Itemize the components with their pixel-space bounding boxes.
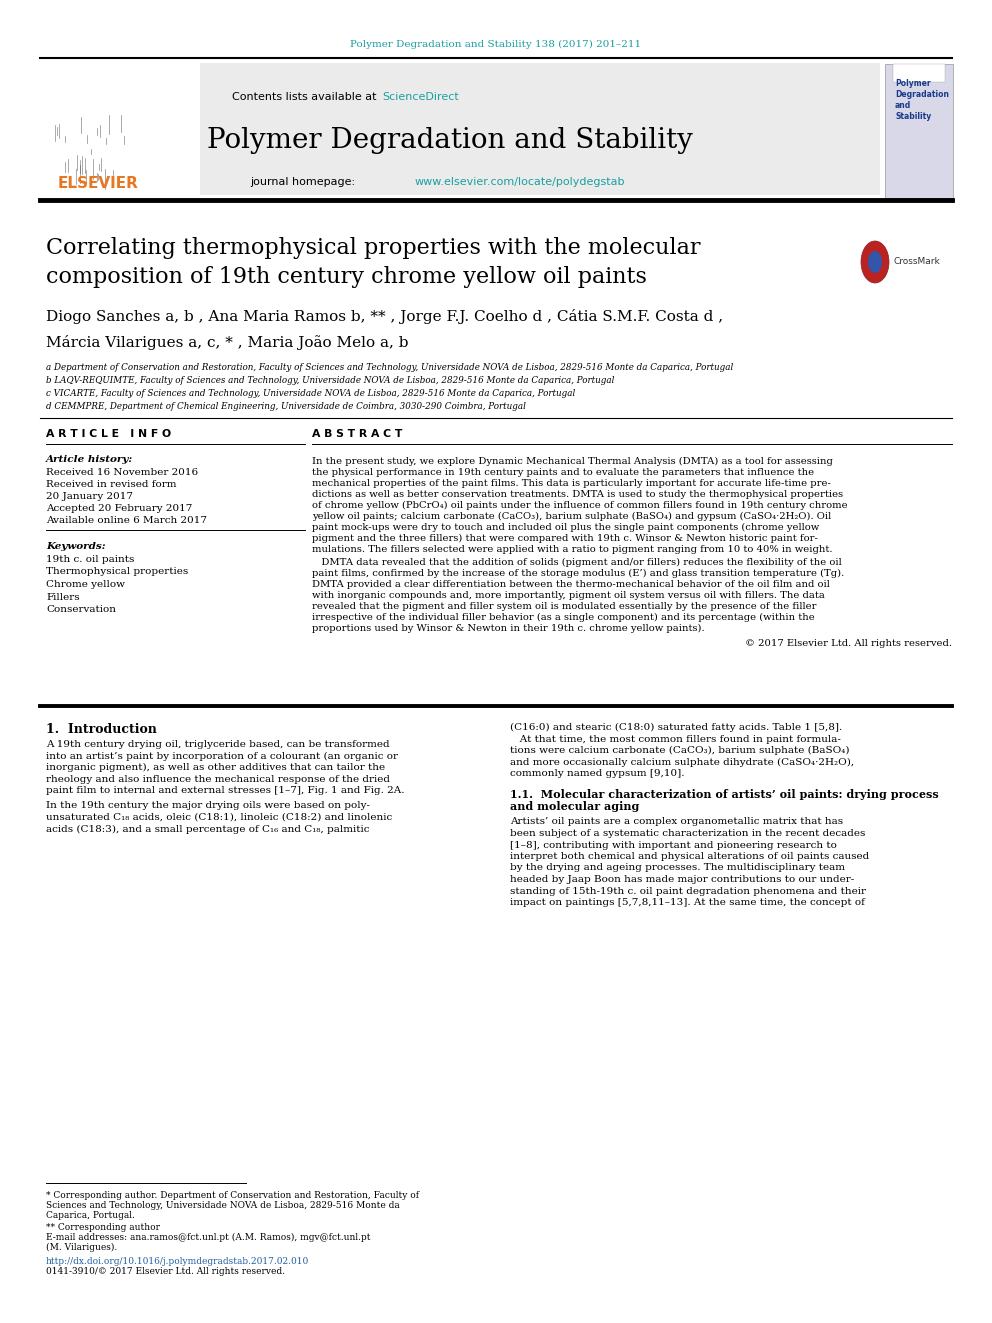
Text: Diogo Sanches a, b , Ana Maria Ramos b, ** , Jorge F.J. Coelho d , Cátia S.M.F. : Diogo Sanches a, b , Ana Maria Ramos b, … — [46, 308, 723, 324]
Text: 1.  Introduction: 1. Introduction — [46, 722, 157, 736]
FancyBboxPatch shape — [885, 64, 953, 198]
Text: [1–8], contributing with important and pioneering research to: [1–8], contributing with important and p… — [510, 840, 837, 849]
Text: (M. Vilarigues).: (M. Vilarigues). — [46, 1244, 117, 1252]
Text: standing of 15th-19th c. oil paint degradation phenomena and their: standing of 15th-19th c. oil paint degra… — [510, 886, 866, 896]
Text: A B S T R A C T: A B S T R A C T — [312, 429, 403, 439]
FancyBboxPatch shape — [40, 64, 200, 194]
Text: ELSEVIER: ELSEVIER — [58, 176, 139, 192]
Text: In the 19th century the major drying oils were based on poly-: In the 19th century the major drying oil… — [46, 802, 370, 811]
Text: Available online 6 March 2017: Available online 6 March 2017 — [46, 516, 207, 525]
Text: been subject of a systematic characterization in the recent decades: been subject of a systematic characteriz… — [510, 830, 865, 837]
Text: pigment and the three fillers) that were compared with 19th c. Winsor & Newton h: pigment and the three fillers) that were… — [312, 534, 817, 544]
Text: DMTA data revealed that the addition of solids (pigment and/or fillers) reduces : DMTA data revealed that the addition of … — [312, 558, 842, 568]
Text: Keywords:: Keywords: — [46, 542, 105, 550]
Text: DMTA provided a clear differentiation between the thermo-mechanical behavior of : DMTA provided a clear differentiation be… — [312, 579, 830, 589]
Text: journal homepage:: journal homepage: — [250, 177, 359, 187]
Ellipse shape — [861, 241, 889, 283]
Text: http://dx.doi.org/10.1016/j.polymdegradstab.2017.02.010: http://dx.doi.org/10.1016/j.polymdegrads… — [46, 1257, 310, 1266]
Text: Thermophysical properties: Thermophysical properties — [46, 568, 188, 577]
Text: Polymer Degradation and Stability: Polymer Degradation and Stability — [207, 127, 693, 153]
Text: by the drying and ageing processes. The multidisciplinary team: by the drying and ageing processes. The … — [510, 864, 845, 872]
Text: 19th c. oil paints: 19th c. oil paints — [46, 556, 134, 564]
Text: with inorganic compounds and, more importantly, pigment oil system versus oil wi: with inorganic compounds and, more impor… — [312, 591, 825, 601]
Text: and more occasionally calcium sulphate dihydrate (CaSO₄·2H₂O),: and more occasionally calcium sulphate d… — [510, 758, 854, 766]
Text: of chrome yellow (PbCrO₄) oil paints under the influence of common fillers found: of chrome yellow (PbCrO₄) oil paints und… — [312, 501, 847, 511]
Text: E-mail addresses: ana.ramos@fct.unl.pt (A.M. Ramos), mgv@fct.unl.pt: E-mail addresses: ana.ramos@fct.unl.pt (… — [46, 1233, 370, 1242]
Text: © 2017 Elsevier Ltd. All rights reserved.: © 2017 Elsevier Ltd. All rights reserved… — [745, 639, 952, 648]
Text: Polymer
Degradation
and
Stability: Polymer Degradation and Stability — [895, 79, 949, 122]
Text: paint mock-ups were dry to touch and included oil plus the single paint componen: paint mock-ups were dry to touch and inc… — [312, 523, 819, 532]
Text: Artists’ oil paints are a complex organometallic matrix that has: Artists’ oil paints are a complex organo… — [510, 818, 843, 827]
Ellipse shape — [868, 251, 882, 273]
Text: Conservation: Conservation — [46, 605, 116, 614]
Text: inorganic pigment), as well as other additives that can tailor the: inorganic pigment), as well as other add… — [46, 763, 385, 773]
Text: unsaturated C₁₈ acids, oleic (C18:1), linoleic (C18:2) and linolenic: unsaturated C₁₈ acids, oleic (C18:1), li… — [46, 814, 392, 822]
Text: Márcia Vilarigues a, c, * , Maria João Melo a, b: Márcia Vilarigues a, c, * , Maria João M… — [46, 336, 409, 351]
Text: the physical performance in 19th century paints and to evaluate the parameters t: the physical performance in 19th century… — [312, 468, 814, 478]
Text: tions were calcium carbonate (CaCO₃), barium sulphate (BaSO₄): tions were calcium carbonate (CaCO₃), ba… — [510, 746, 849, 755]
FancyBboxPatch shape — [40, 64, 880, 194]
Text: b LAQV-REQUIMTE, Faculty of Sciences and Technology, Universidade NOVA de Lisboa: b LAQV-REQUIMTE, Faculty of Sciences and… — [46, 376, 614, 385]
Text: composition of 19th century chrome yellow oil paints: composition of 19th century chrome yello… — [46, 266, 647, 288]
Text: yellow oil paints; calcium carbonate (CaCO₃), barium sulphate (BaSO₄) and gypsum: yellow oil paints; calcium carbonate (Ca… — [312, 512, 831, 521]
Text: c VICARTE, Faculty of Sciences and Technology, Universidade NOVA de Lisboa, 2829: c VICARTE, Faculty of Sciences and Techn… — [46, 389, 575, 398]
Text: Received in revised form: Received in revised form — [46, 480, 177, 490]
Text: A 19th century drying oil, triglyceride based, can be transformed: A 19th century drying oil, triglyceride … — [46, 740, 390, 749]
Text: proportions used by Winsor & Newton in their 19th c. chrome yellow paints).: proportions used by Winsor & Newton in t… — [312, 624, 704, 634]
Text: 0141-3910/© 2017 Elsevier Ltd. All rights reserved.: 0141-3910/© 2017 Elsevier Ltd. All right… — [46, 1267, 285, 1275]
Text: rheology and also influence the mechanical response of the dried: rheology and also influence the mechanic… — [46, 774, 390, 783]
Text: acids (C18:3), and a small percentage of C₁₆ and C₁₈, palmitic: acids (C18:3), and a small percentage of… — [46, 824, 369, 833]
Text: Polymer Degradation and Stability 138 (2017) 201–211: Polymer Degradation and Stability 138 (2… — [350, 40, 642, 49]
Text: Sciences and Technology, Universidade NOVA de Lisboa, 2829-516 Monte da: Sciences and Technology, Universidade NO… — [46, 1201, 400, 1211]
Text: dictions as well as better conservation treatments. DMTA is used to study the th: dictions as well as better conservation … — [312, 490, 843, 499]
Text: ** Corresponding author: ** Corresponding author — [46, 1222, 160, 1232]
Text: Received 16 November 2016: Received 16 November 2016 — [46, 468, 198, 478]
Text: Fillers: Fillers — [46, 593, 79, 602]
Text: At that time, the most common fillers found in paint formula-: At that time, the most common fillers fo… — [510, 734, 841, 744]
Text: Caparica, Portugal.: Caparica, Portugal. — [46, 1211, 135, 1220]
Text: ScienceDirect: ScienceDirect — [382, 93, 458, 102]
Text: commonly named gypsum [9,10].: commonly named gypsum [9,10]. — [510, 769, 684, 778]
Text: www.elsevier.com/locate/polydegstab: www.elsevier.com/locate/polydegstab — [415, 177, 626, 187]
Text: impact on paintings [5,7,8,11–13]. At the same time, the concept of: impact on paintings [5,7,8,11–13]. At th… — [510, 898, 865, 908]
Text: 20 January 2017: 20 January 2017 — [46, 492, 133, 501]
Text: Article history:: Article history: — [46, 455, 133, 464]
Text: a Department of Conservation and Restoration, Faculty of Sciences and Technology: a Department of Conservation and Restora… — [46, 363, 733, 372]
Text: (C16:0) and stearic (C18:0) saturated fatty acids. Table 1 [5,8].: (C16:0) and stearic (C18:0) saturated fa… — [510, 722, 842, 732]
Text: interpret both chemical and physical alterations of oil paints caused: interpret both chemical and physical alt… — [510, 852, 869, 861]
Text: Accepted 20 February 2017: Accepted 20 February 2017 — [46, 504, 192, 513]
Text: revealed that the pigment and filler system oil is modulated essentially by the : revealed that the pigment and filler sys… — [312, 602, 816, 611]
Text: headed by Jaap Boon has made major contributions to our under-: headed by Jaap Boon has made major contr… — [510, 875, 854, 884]
Text: irrespective of the individual filler behavior (as a single component) and its p: irrespective of the individual filler be… — [312, 613, 814, 622]
Text: mechanical properties of the paint films. This data is particularly important fo: mechanical properties of the paint films… — [312, 479, 831, 488]
Text: paint films, confirmed by the increase of the storage modulus (E’) and glass tra: paint films, confirmed by the increase o… — [312, 569, 844, 578]
Text: mulations. The fillers selected were applied with a ratio to pigment ranging fro: mulations. The fillers selected were app… — [312, 545, 832, 554]
Text: CrossMark: CrossMark — [893, 258, 939, 266]
Text: d CEMMPRE, Department of Chemical Engineering, Universidade de Coimbra, 3030-290: d CEMMPRE, Department of Chemical Engine… — [46, 402, 526, 411]
Text: * Corresponding author. Department of Conservation and Restoration, Faculty of: * Corresponding author. Department of Co… — [46, 1191, 419, 1200]
Text: into an artist’s paint by incorporation of a colourant (an organic or: into an artist’s paint by incorporation … — [46, 751, 398, 761]
Text: 1.1.  Molecular characterization of artists’ oil paints: drying process: 1.1. Molecular characterization of artis… — [510, 789, 938, 799]
Text: Correlating thermophysical properties with the molecular: Correlating thermophysical properties wi… — [46, 237, 700, 259]
Text: paint film to internal and external stresses [1–7], Fig. 1 and Fig. 2A.: paint film to internal and external stre… — [46, 786, 405, 795]
Text: Contents lists available at: Contents lists available at — [232, 93, 380, 102]
Text: In the present study, we explore Dynamic Mechanical Thermal Analysis (DMTA) as a: In the present study, we explore Dynamic… — [312, 456, 833, 466]
Text: and molecular aging: and molecular aging — [510, 802, 640, 812]
FancyBboxPatch shape — [893, 64, 945, 82]
Text: A R T I C L E   I N F O: A R T I C L E I N F O — [46, 429, 172, 439]
Text: Chrome yellow: Chrome yellow — [46, 579, 125, 589]
